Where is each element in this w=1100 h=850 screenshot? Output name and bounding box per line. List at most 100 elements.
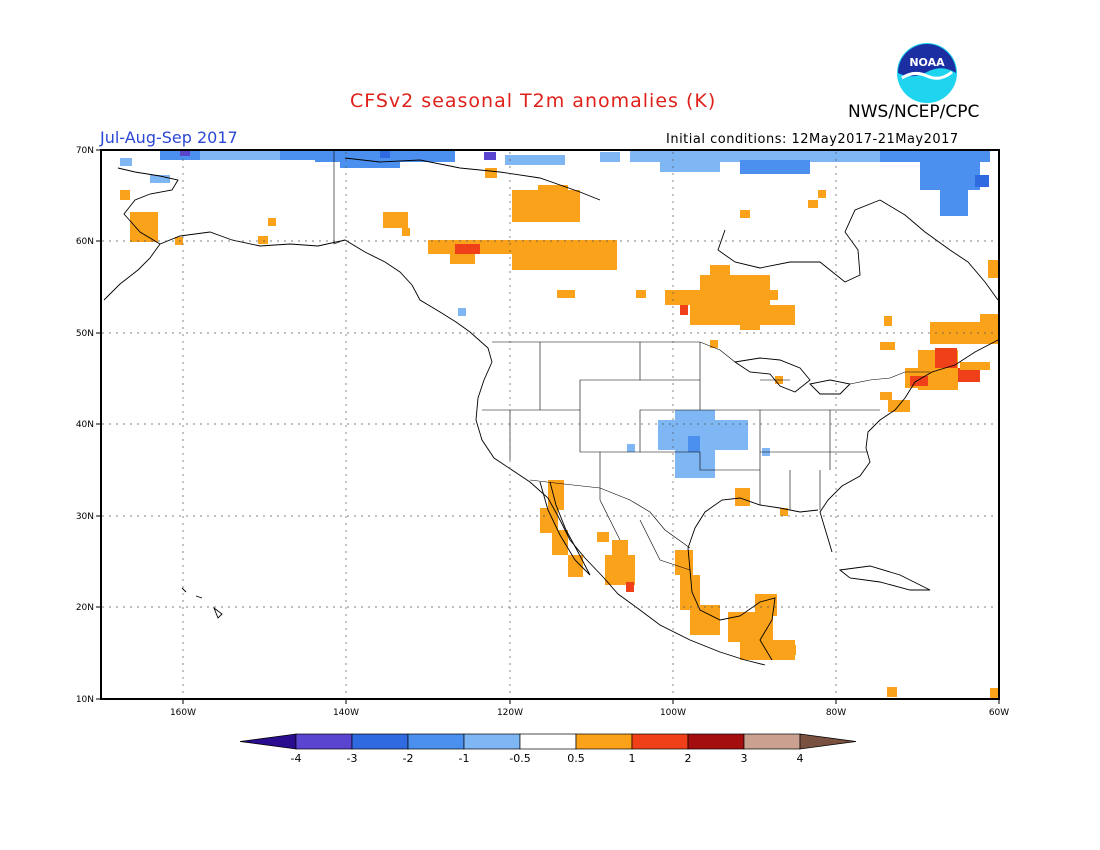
anomaly-cell — [548, 480, 564, 510]
anomaly-cell — [636, 290, 646, 298]
anomaly-cell — [690, 605, 720, 635]
anomaly-cell — [383, 212, 408, 228]
anomaly-cell — [880, 392, 892, 400]
anomaly-cell — [626, 582, 634, 592]
colorbar-segment — [743, 733, 801, 750]
colorbar-label: 2 — [684, 752, 692, 765]
anomaly-cell — [990, 688, 1000, 698]
anomaly-cell — [605, 555, 635, 585]
anomaly-cell — [658, 420, 748, 450]
anomaly-cell — [740, 210, 750, 218]
anomaly-cell — [728, 612, 773, 642]
colorbar-segment — [519, 733, 577, 750]
anomaly-cell — [988, 260, 1000, 278]
colorbar-label: 1 — [628, 752, 636, 765]
latitude-labels: 70N 60N 50N 40N 30N 20N 10N — [76, 146, 94, 705]
anomaly-cell — [680, 575, 700, 610]
anomaly-cell — [200, 150, 280, 160]
anomaly-cell — [380, 150, 390, 158]
anomaly-cell — [340, 160, 400, 168]
lat-label: 20N — [76, 603, 94, 613]
coastlines — [103, 157, 999, 666]
anomaly-cell — [512, 190, 580, 222]
anomaly-cell — [268, 218, 276, 226]
anomaly-cell — [280, 150, 315, 160]
mexico-states — [599, 499, 691, 571]
lon-label: 160W — [170, 708, 196, 718]
logo-text: NOAA — [909, 56, 945, 69]
west-coast — [475, 361, 766, 666]
longitude-labels: 160W 140W 120W 100W 80W 60W — [170, 708, 1009, 718]
colorbar-arrow-left — [239, 733, 297, 750]
hudson-bay — [717, 199, 881, 283]
colorbar-label: 3 — [740, 752, 748, 765]
anomaly-cell — [884, 316, 892, 326]
lon-label: 100W — [660, 708, 686, 718]
anomaly-cell — [258, 236, 268, 244]
colorbar-segment — [575, 733, 633, 750]
anomaly-cell — [755, 594, 777, 616]
east-coast — [819, 339, 999, 553]
anomaly-cell — [665, 290, 705, 305]
anomaly-cell — [888, 400, 910, 412]
initial-conditions-label: Initial conditions: 12May2017-21May2017 — [666, 132, 959, 147]
anomaly-cell — [538, 185, 568, 191]
colorbar-label: -1 — [458, 752, 470, 765]
lat-label: 40N — [76, 420, 94, 430]
colorbar-segment — [351, 733, 409, 750]
great-lakes — [733, 357, 851, 395]
us-state-lines — [482, 342, 880, 510]
anomaly-cell — [700, 275, 770, 310]
anomaly-cell — [458, 308, 466, 316]
anomaly-cell — [505, 155, 565, 165]
lon-label: 120W — [497, 708, 523, 718]
anomaly-cell — [557, 290, 575, 298]
labrador-coast — [879, 199, 999, 301]
anomaly-cell — [552, 530, 568, 555]
anomaly-cell — [770, 290, 778, 300]
lon-label: 60W — [989, 708, 1009, 718]
anomaly-cell — [910, 376, 928, 386]
map-title: CFSv2 seasonal T2m anomalies (K) — [350, 90, 717, 112]
anomaly-cell — [818, 190, 826, 198]
season-label: Jul-Aug-Sep 2017 — [100, 128, 238, 147]
lat-label: 60N — [76, 237, 94, 247]
anomaly-cell — [920, 160, 980, 190]
anomaly-cell — [940, 190, 968, 216]
lon-label: 140W — [333, 708, 359, 718]
borders — [333, 150, 930, 571]
anomaly-cell — [150, 175, 170, 183]
gridlines — [102, 152, 998, 698]
anomaly-cell — [675, 448, 715, 478]
cuba — [838, 565, 931, 591]
anomaly-cell — [735, 488, 750, 506]
colorbar-segment — [463, 733, 521, 750]
anomaly-cell — [688, 436, 700, 452]
anomaly-cell — [960, 362, 990, 370]
baja-california — [539, 481, 591, 576]
anomaly-cell — [627, 444, 635, 452]
colorbar-segment — [631, 733, 689, 750]
anomaly-cell — [540, 508, 558, 533]
anomaly-cell — [780, 645, 796, 655]
anomaly-cell — [455, 244, 480, 254]
alaska-coast — [117, 167, 493, 363]
axis-ticks — [96, 149, 1000, 704]
anomaly-cell — [710, 340, 718, 348]
anomaly-cell — [880, 150, 990, 162]
anomaly-cell — [690, 305, 795, 325]
noaa-logo-icon: NOAA — [897, 43, 957, 103]
anomaly-cell — [612, 540, 628, 555]
anomaly-cell — [512, 240, 617, 270]
colorbar-arrow-right — [799, 733, 857, 750]
anomaly-cell — [980, 314, 1000, 324]
anomaly-cell — [935, 348, 957, 368]
anomaly-cell — [675, 410, 715, 422]
anomaly-cell — [660, 162, 720, 172]
colorbar-label: 4 — [796, 752, 804, 765]
colorbar-label: -2 — [402, 752, 414, 765]
lat-label: 50N — [76, 329, 94, 339]
anomaly-cell — [130, 212, 158, 242]
anomaly-cells — [120, 150, 1000, 698]
